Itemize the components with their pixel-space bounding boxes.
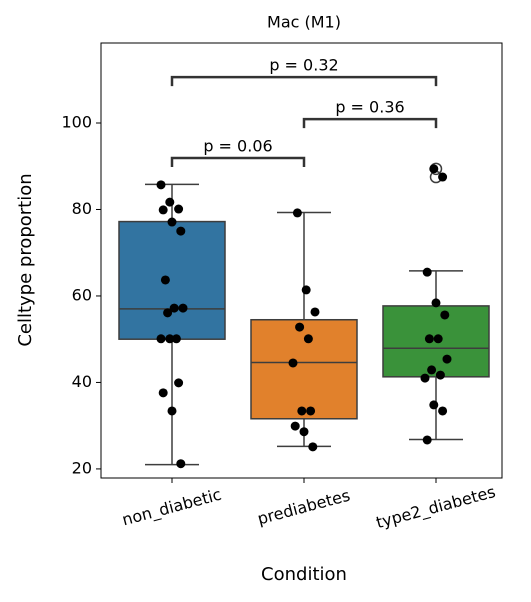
point (422, 267, 432, 277)
y-tick-label: 40 (72, 372, 92, 391)
plot-frame (100, 42, 503, 479)
point (431, 298, 441, 308)
point (176, 226, 186, 236)
point (308, 442, 318, 452)
point (158, 205, 168, 215)
p-value-label: p = 0.06 (203, 137, 272, 156)
point (427, 365, 437, 375)
y-axis-label: Celltype proportion (15, 173, 36, 346)
point (429, 164, 439, 174)
point (163, 308, 173, 318)
y-tick-label: 20 (72, 458, 92, 477)
point (420, 373, 430, 383)
point (167, 217, 177, 227)
point (306, 406, 316, 416)
point (174, 204, 184, 214)
y-tick-label: 60 (72, 285, 92, 304)
x-axis-label: Condition (261, 564, 347, 585)
point (290, 421, 300, 431)
point (167, 406, 177, 416)
point (438, 406, 448, 416)
point (169, 303, 179, 313)
point (440, 310, 450, 320)
point (433, 334, 443, 344)
point (174, 378, 184, 388)
point (160, 275, 170, 285)
point (292, 208, 302, 218)
point (435, 370, 445, 380)
point (165, 197, 175, 207)
y-tick-label: 100 (61, 112, 92, 131)
box (118, 220, 226, 340)
chart-title: Mac (M1) (267, 13, 341, 32)
point (424, 334, 434, 344)
point (288, 358, 298, 368)
significance-bracket (170, 156, 306, 168)
point (176, 459, 186, 469)
x-tick-label: type2_diabetes (374, 482, 498, 533)
box (250, 318, 358, 420)
point (295, 322, 305, 332)
point (156, 334, 166, 344)
point (165, 334, 175, 344)
point (178, 303, 188, 313)
point (156, 180, 166, 190)
point (299, 427, 309, 437)
x-tick-label: non_diabetic (120, 485, 224, 531)
point (158, 388, 168, 398)
point (429, 400, 439, 410)
point (438, 172, 448, 182)
y-tick-label: 80 (72, 199, 92, 218)
point (301, 285, 311, 295)
x-tick-label: prediabetes (255, 486, 352, 529)
point (171, 334, 181, 344)
significance-bracket (170, 75, 438, 87)
point (297, 406, 307, 416)
p-value-label: p = 0.36 (335, 98, 404, 117)
point (310, 307, 320, 317)
p-value-label: p = 0.32 (269, 56, 338, 75)
point (442, 354, 452, 364)
significance-bracket (302, 117, 438, 129)
point (303, 334, 313, 344)
point (422, 435, 432, 445)
